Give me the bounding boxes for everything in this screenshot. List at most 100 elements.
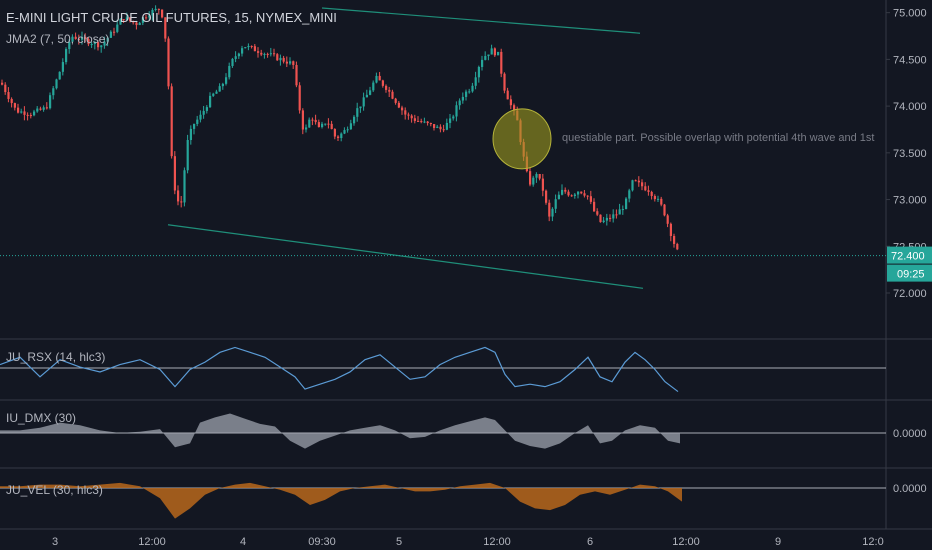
candle (397, 101, 400, 109)
price-tick-label: 75.000 (893, 8, 927, 20)
time-tick-label: 12:0 (862, 536, 883, 548)
candle (676, 242, 679, 251)
candle-body (493, 48, 496, 56)
candle (548, 199, 551, 222)
candle-body (442, 129, 445, 131)
candle-body (503, 73, 506, 91)
candle (407, 112, 410, 120)
dmx-label[interactable]: IU_DMX (30) (6, 411, 76, 425)
candle (413, 114, 416, 124)
candle (631, 179, 634, 192)
candle-body (369, 90, 372, 95)
candle (474, 71, 477, 90)
candle-body (554, 199, 557, 209)
candle-body (602, 220, 605, 223)
trend-lines-layer[interactable] (167, 7, 644, 289)
candle (660, 196, 663, 207)
candle (77, 34, 80, 45)
trend-line[interactable] (167, 224, 644, 289)
candle (471, 82, 474, 93)
candle (455, 101, 458, 122)
candle (244, 46, 247, 49)
candle (68, 39, 71, 54)
candle (663, 203, 666, 217)
candle (545, 189, 548, 205)
candle (145, 14, 148, 20)
candle-body (55, 79, 58, 89)
candle-body (353, 116, 356, 124)
candle-body (247, 45, 250, 48)
candle-body (404, 110, 407, 115)
candle-body (474, 77, 477, 86)
candle (497, 51, 500, 56)
candle (586, 195, 589, 200)
candle-body (180, 201, 183, 203)
candle-body (234, 56, 237, 59)
candle (289, 57, 292, 66)
candle-body (189, 128, 192, 141)
highlight-circle[interactable] (492, 108, 552, 170)
candle (439, 124, 442, 133)
candle (327, 118, 330, 129)
candle-body (193, 123, 196, 129)
candle-body (391, 91, 394, 99)
candle-body (301, 110, 304, 130)
candle-body (84, 36, 87, 40)
candle (621, 205, 624, 215)
candle (577, 191, 580, 199)
candle (205, 105, 208, 114)
candle (84, 33, 87, 43)
candle (161, 9, 164, 19)
candle (269, 47, 272, 57)
price-tick-label: 74.500 (893, 54, 927, 66)
candle (461, 92, 464, 104)
candle-body (375, 75, 378, 83)
vel-label[interactable]: JU_VEL (30, hlc3) (6, 483, 103, 497)
candle-body (346, 129, 349, 131)
candle (292, 60, 295, 69)
candle-body (298, 85, 301, 111)
price-tick-label: 73.000 (893, 195, 927, 207)
candle (1, 79, 4, 86)
candle (445, 118, 448, 131)
candle-body (33, 111, 36, 116)
candle (378, 71, 381, 81)
candle (362, 92, 365, 111)
candle-body (657, 198, 660, 200)
candle (538, 173, 541, 181)
candle (420, 118, 423, 124)
candle (170, 83, 173, 159)
candle (17, 103, 20, 114)
candle-body (269, 53, 272, 55)
candle (321, 121, 324, 129)
candle (647, 185, 650, 196)
wave-annotation[interactable]: questiable part. Possible overlap with p… (562, 132, 874, 144)
candle (612, 209, 615, 223)
time-tick-label: 12:00 (672, 536, 700, 548)
trend-line[interactable] (321, 7, 641, 34)
candle (177, 185, 180, 206)
candle (74, 32, 77, 40)
candle (493, 47, 496, 57)
candle-body (564, 189, 567, 192)
candle (202, 105, 205, 119)
candle-body (276, 54, 279, 61)
candle-body (436, 126, 439, 128)
candle (228, 62, 231, 80)
overlay-indicator-label[interactable]: JMA2 (7, 50, close) (6, 32, 109, 46)
candle-body (407, 114, 410, 116)
candle (503, 72, 506, 94)
candle (173, 151, 176, 195)
candle-body (417, 120, 420, 122)
candle-body (196, 119, 199, 124)
candle-body (36, 108, 39, 112)
candle-body (637, 180, 640, 183)
time-tick-label: 12:00 (138, 536, 166, 548)
candle-body (410, 115, 413, 119)
candle (468, 88, 471, 94)
candle-body (580, 191, 583, 194)
rsx-label[interactable]: JU_RSX (14, hlc3) (6, 350, 105, 364)
candle-body (532, 177, 535, 185)
candle-body (74, 36, 77, 39)
